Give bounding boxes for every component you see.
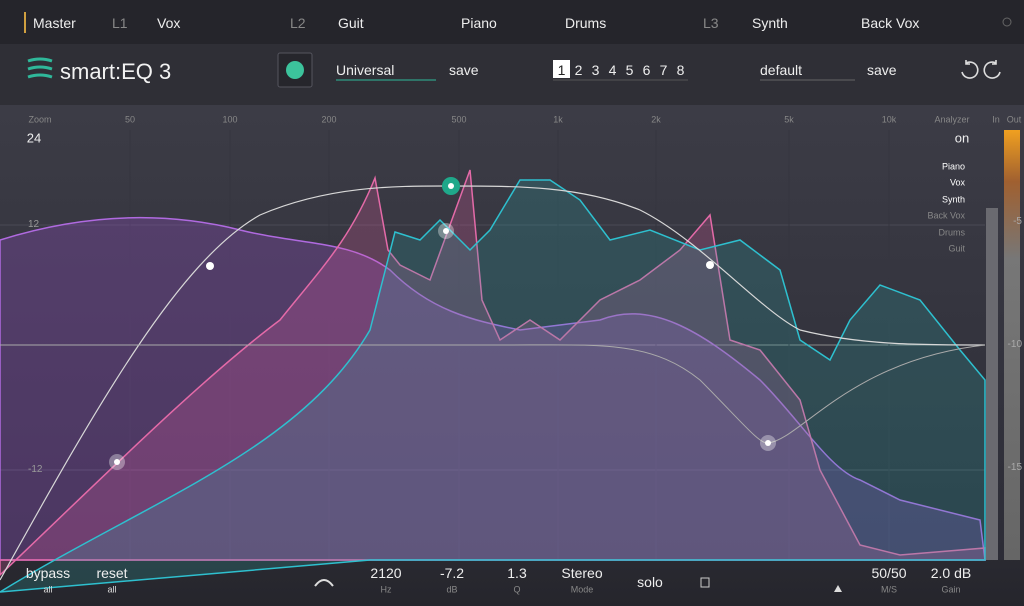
redo-icon[interactable]	[983, 60, 1001, 79]
top-bar	[0, 0, 1024, 44]
settings-icon[interactable]	[1002, 17, 1012, 27]
meter-out	[1004, 130, 1020, 560]
control-value[interactable]: bypass	[25, 565, 71, 581]
eq-curve-secondary	[0, 344, 986, 444]
freq-label: 1k	[553, 114, 563, 125]
control-label: dB	[446, 584, 458, 595]
freq-label: 2k	[651, 114, 661, 125]
control-value[interactable]: 2120	[370, 565, 402, 581]
layer-label: L2	[290, 15, 306, 31]
preset-select[interactable]: default	[760, 62, 803, 78]
gain-label: -12	[28, 464, 43, 475]
control-value[interactable]: 2.0 dB	[930, 565, 972, 581]
profile-save[interactable]: save	[449, 62, 479, 78]
track-name[interactable]: Guit	[338, 15, 364, 31]
freq-label: 5k	[784, 114, 794, 125]
record-indicator	[286, 61, 304, 79]
control-label: Mode	[570, 584, 594, 595]
footer-bar	[0, 555, 1024, 606]
filter-shape-icon[interactable]	[314, 579, 334, 587]
band-button[interactable]: 4	[608, 62, 617, 78]
track-name[interactable]: Piano	[461, 15, 497, 31]
control-value[interactable]: 1.3	[507, 565, 527, 581]
logo-text: smart:EQ 3	[60, 59, 172, 84]
layer-label: L3	[703, 15, 719, 31]
layer-label: L1	[112, 15, 128, 31]
gain-label: 12	[28, 219, 40, 230]
eq-nodes[interactable]	[109, 177, 776, 470]
track-name[interactable]: Vox	[157, 15, 181, 31]
freq-label: 500	[451, 114, 467, 125]
meter-in	[986, 208, 998, 560]
legend-entry[interactable]: Back Vox	[927, 210, 965, 221]
meter-scale-label: -15	[1007, 462, 1022, 473]
band-button[interactable]: 8	[676, 62, 685, 78]
control-label: all	[107, 584, 117, 595]
zoom-value[interactable]: 24	[26, 130, 42, 146]
track-name[interactable]: Synth	[752, 15, 788, 31]
legend-entry[interactable]: Piano	[941, 161, 965, 172]
solo-button[interactable]: solo	[637, 574, 663, 590]
freq-label: 50	[124, 114, 136, 125]
freq-label: 100	[222, 114, 238, 125]
control-value[interactable]: 50/50	[871, 565, 907, 581]
control-label: Q	[513, 584, 521, 595]
control-value[interactable]: Stereo	[561, 565, 603, 581]
master-tab[interactable]: Master	[33, 15, 76, 31]
undo-icon[interactable]	[961, 60, 979, 79]
legend-entry[interactable]: Vox	[949, 177, 965, 188]
legend-entry[interactable]: Guit	[948, 243, 965, 254]
analyzer-label: Analyzer	[934, 114, 970, 125]
meter-label: Out	[1006, 114, 1022, 125]
freq-label: 200	[321, 114, 337, 125]
control-value[interactable]: reset	[96, 565, 128, 581]
legend-entry[interactable]: Synth	[941, 194, 965, 205]
logo-icon	[27, 57, 53, 79]
band-button[interactable]: 5	[625, 62, 634, 78]
eq-curve	[0, 185, 986, 581]
band-button[interactable]: 1	[557, 62, 566, 78]
delete-icon[interactable]	[700, 577, 710, 588]
band-button[interactable]: 3	[591, 62, 600, 78]
control-label: Hz	[380, 584, 392, 595]
track-name[interactable]: Back Vox	[861, 15, 920, 31]
control-label: all	[43, 584, 53, 595]
header-bar	[0, 44, 1024, 105]
preset-save[interactable]: save	[867, 62, 897, 78]
meter-scale-label: -10	[1007, 339, 1022, 350]
band-button[interactable]: 2	[574, 62, 583, 78]
control-label: Gain	[941, 584, 961, 595]
control-value[interactable]: -7.2	[439, 565, 465, 581]
band-selected[interactable]	[553, 60, 570, 78]
analyzer-value[interactable]: on	[954, 130, 970, 146]
meter-scale-label: -5	[1013, 216, 1022, 227]
control-label: M/S	[880, 584, 898, 595]
freq-label: 10k	[881, 114, 897, 125]
track-name[interactable]: Drums	[565, 15, 607, 31]
vox-spectrum	[0, 216, 986, 561]
profile-select[interactable]: Universal	[336, 62, 395, 78]
band-button[interactable]: 6	[642, 62, 651, 78]
zoom-label: Zoom	[28, 114, 52, 125]
piano-spectrum	[0, 169, 986, 577]
band-button[interactable]: 7	[659, 62, 668, 78]
expand-icon[interactable]	[834, 585, 842, 592]
meter-label: In	[992, 114, 1000, 125]
legend-entry[interactable]: Drums	[938, 227, 966, 238]
